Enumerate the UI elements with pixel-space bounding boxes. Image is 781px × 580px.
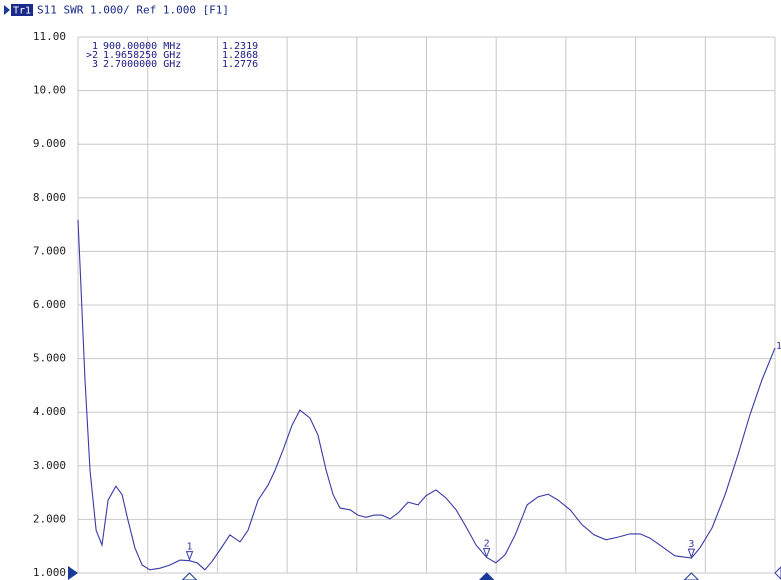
- marker-value: 1.2776: [222, 59, 258, 70]
- marker-label: 2: [484, 539, 490, 550]
- trace: [77, 219, 776, 571]
- y-tick-label: 6.000: [33, 298, 66, 311]
- marker-label: 1: [187, 542, 193, 553]
- y-tick-label: 5.000: [33, 352, 66, 365]
- y-tick-label: 2.000: [33, 512, 66, 525]
- y-tick-label: 7.000: [33, 244, 66, 257]
- marker: [185, 551, 194, 561]
- marker-id: 1: [92, 41, 98, 52]
- marker-id: >2: [86, 50, 98, 61]
- y-tick-label: 10.00: [33, 84, 66, 97]
- y-tick-label: 11.00: [33, 30, 66, 43]
- marker-id: 3: [92, 59, 98, 70]
- marker-value: 1.2319: [222, 41, 258, 52]
- marker-frequency: 1.9658250 GHz: [103, 50, 181, 61]
- y-tick-label: 9.000: [33, 137, 66, 150]
- marker-position: [683, 572, 700, 580]
- marker: [687, 548, 696, 559]
- trace-badge: [11, 4, 33, 16]
- marker-table: 1 900.00000 MHz 1.2319 >2 1.9658250 GHz 1.286…: [86, 41, 258, 70]
- marker-position: [478, 572, 495, 580]
- trace-label: 1: [776, 341, 781, 352]
- trace-pointer: [4, 5, 10, 15]
- y-tick-label: 8.000: [33, 191, 66, 204]
- marker-frequency: 900.00000 MHz: [103, 41, 181, 52]
- marker-value: 1.2868: [222, 50, 258, 61]
- y-tick-label: 3.000: [33, 459, 66, 472]
- marker-position: [181, 572, 198, 580]
- marker-label: 3: [688, 539, 694, 550]
- y-tick-label: 4.000: [33, 405, 66, 418]
- marker: [482, 548, 491, 559]
- trace-end-pointer: [774, 566, 781, 580]
- reference-pointer: [68, 566, 78, 580]
- trace-name: Tr1: [13, 6, 31, 17]
- trace-header: S11 SWR 1.000/ Ref 1.000 [F1]: [37, 4, 229, 17]
- marker-frequency: 2.7000000 GHz: [103, 59, 181, 70]
- y-tick-label: 1.000: [33, 566, 66, 579]
